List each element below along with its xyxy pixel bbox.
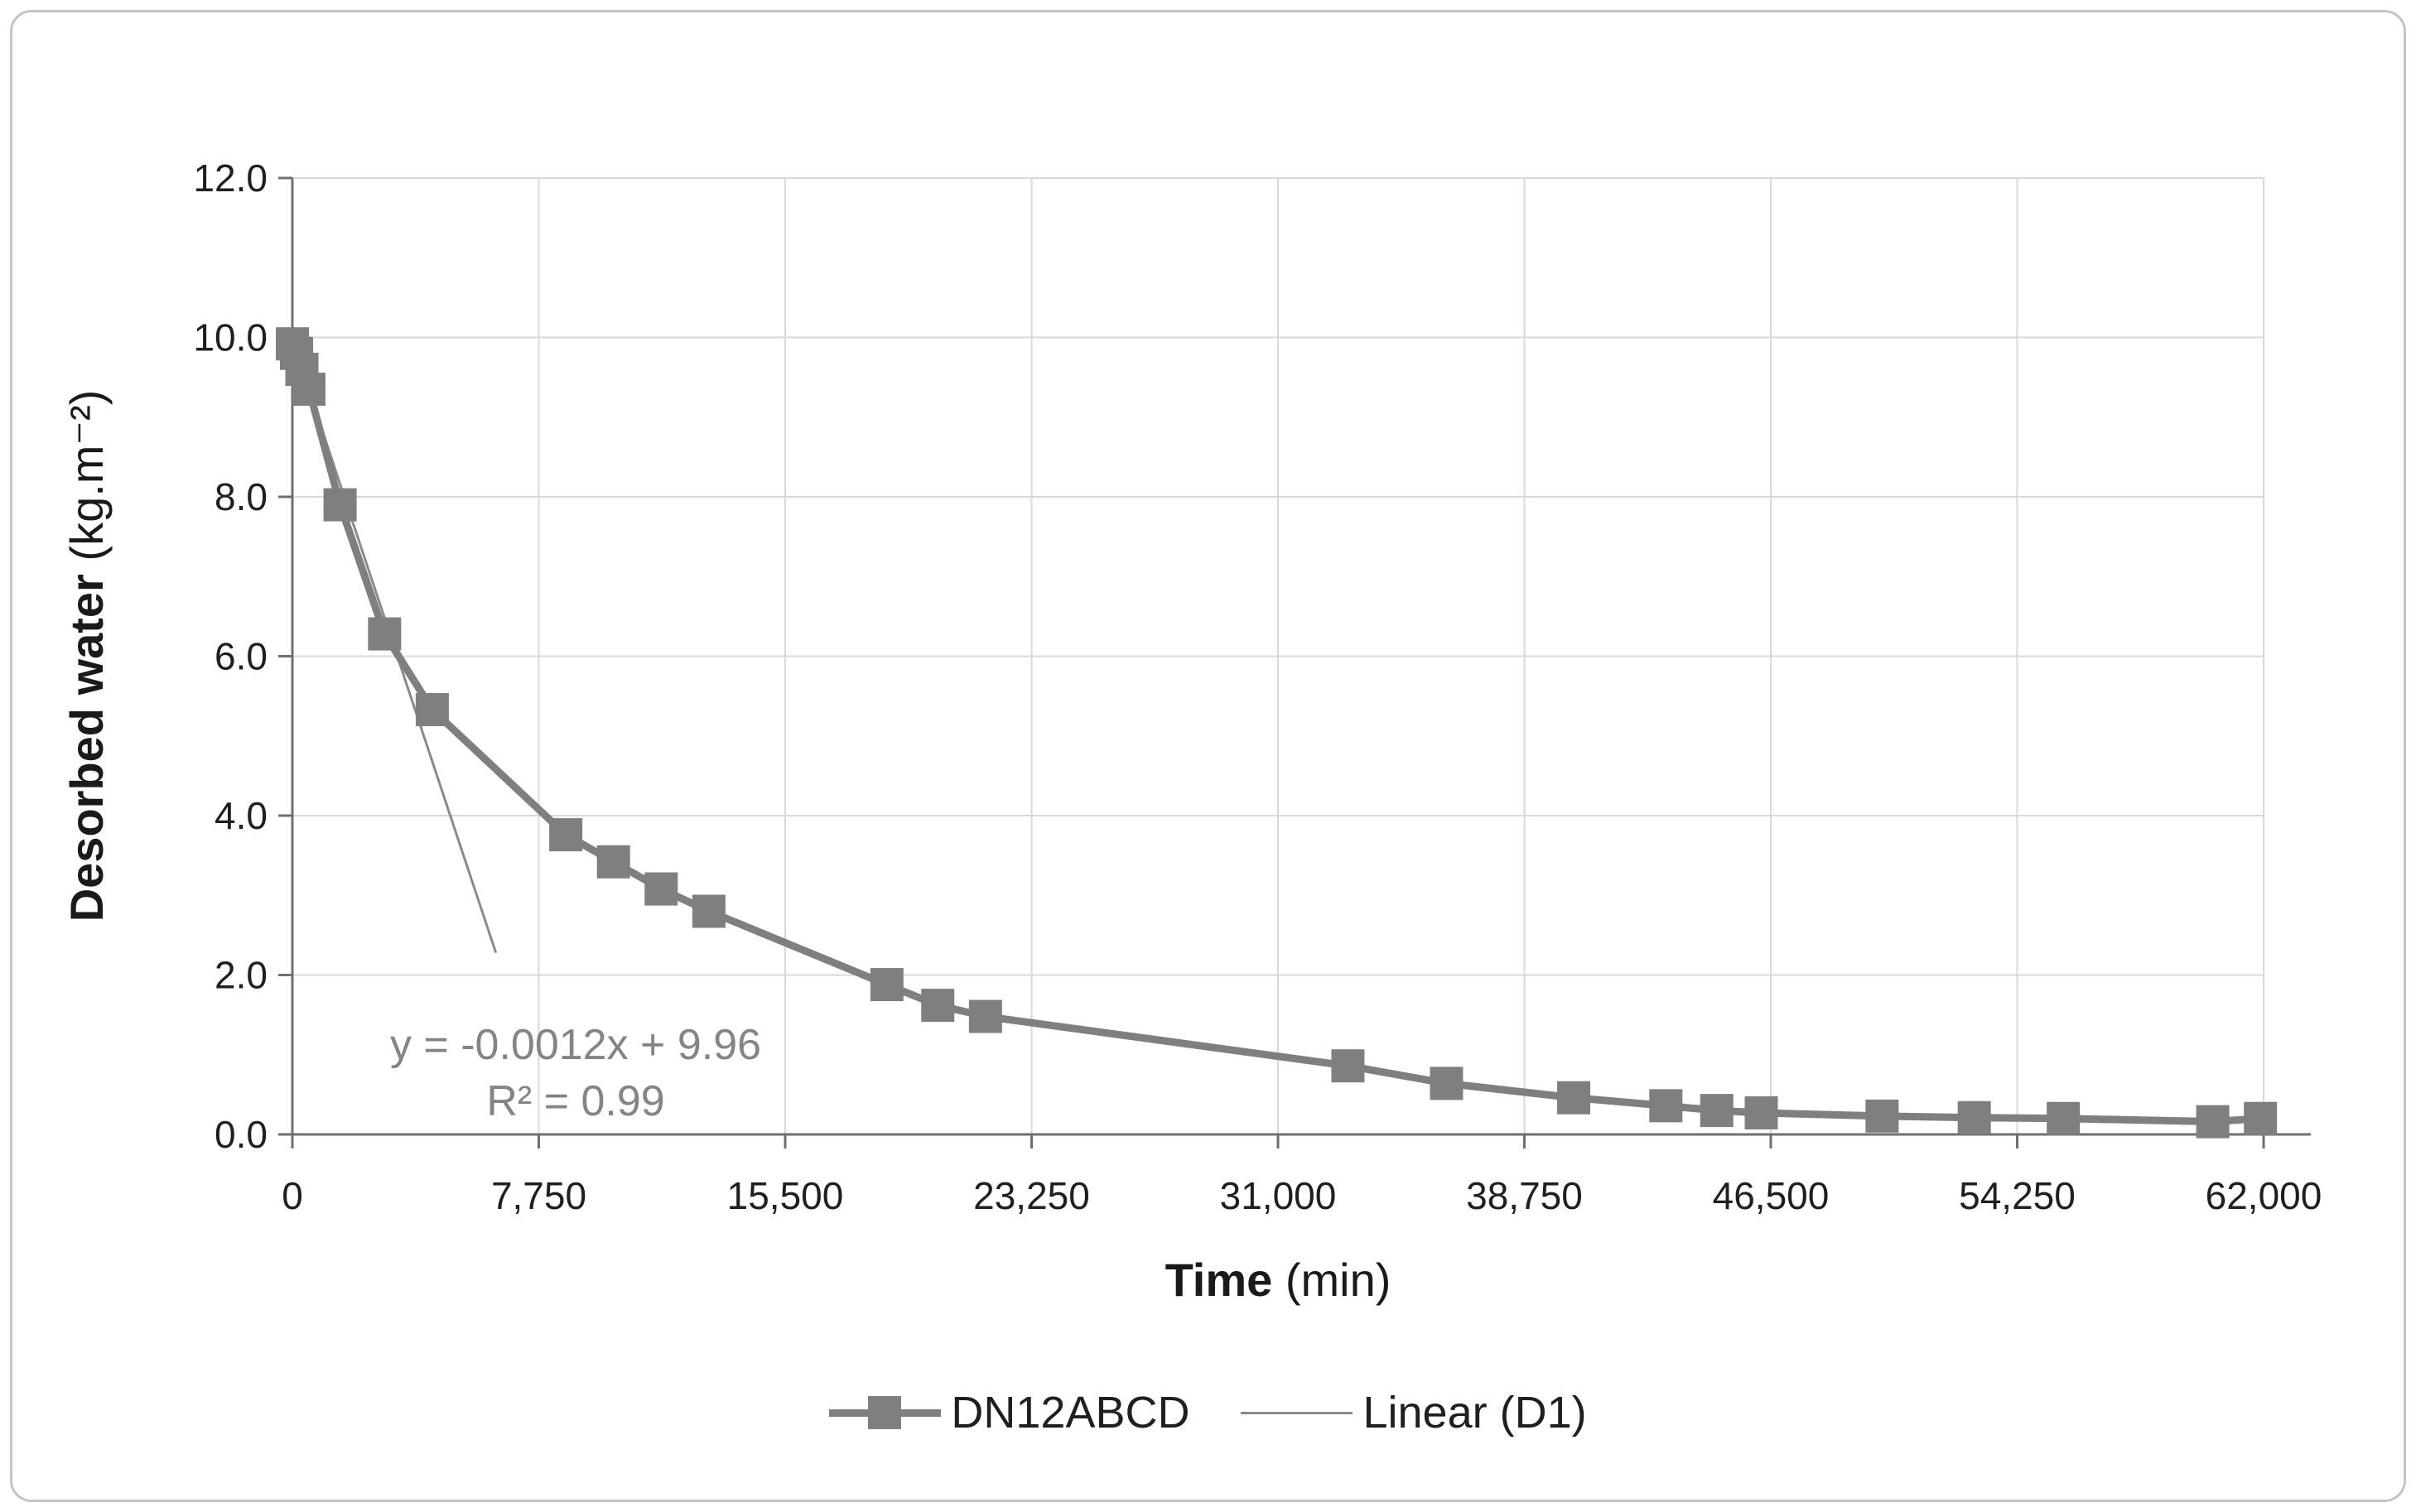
trendline-legend-line-icon — [1241, 1411, 1353, 1414]
y-tick-label: 8.0 — [215, 475, 268, 518]
trendline-equation: y = -0.0012x + 9.96 — [389, 1021, 762, 1069]
data-point-marker — [870, 968, 904, 1002]
data-point-marker — [692, 894, 726, 928]
x-axis-title: Time (min) — [292, 1253, 2264, 1307]
y-axis-title: Desorbed water (kg.m⁻²) — [60, 390, 114, 922]
data-point-marker — [2047, 1101, 2081, 1135]
x-tick-label: 62,000 — [2206, 1174, 2322, 1217]
x-tick-label: 54,250 — [1959, 1174, 2076, 1217]
data-point-marker — [415, 692, 449, 726]
data-point-marker — [2244, 1101, 2278, 1135]
data-point-marker — [2196, 1105, 2230, 1139]
legend-label-trendline: Linear (D1) — [1362, 1388, 1587, 1437]
x-tick-label: 38,750 — [1466, 1174, 1583, 1217]
data-point-marker — [1744, 1096, 1778, 1130]
data-point-marker — [323, 488, 357, 522]
series-legend-marker-icon — [829, 1395, 942, 1429]
gridlines — [292, 177, 2264, 1134]
legend-item-trendline: Linear (D1) — [1241, 1387, 1587, 1438]
series-line — [288, 342, 2261, 1126]
y-axis-title-text: Desorbed water — [60, 574, 113, 922]
y-tick-label: 2.0 — [215, 954, 268, 997]
data-point-marker — [1957, 1100, 1991, 1134]
legend-label-series: DN12ABCD — [951, 1388, 1190, 1437]
legend-item-series: DN12ABCD — [829, 1387, 1189, 1438]
axes — [278, 176, 2311, 1148]
data-point-marker — [368, 617, 402, 651]
data-point-marker — [644, 872, 678, 906]
data-point-marker — [968, 999, 1002, 1033]
y-tick-label: 12.0 — [193, 156, 268, 200]
data-point-marker — [921, 989, 955, 1023]
y-tick-label: 10.0 — [193, 316, 268, 359]
x-tick-label: 7,750 — [491, 1174, 586, 1217]
series-legend-square-icon — [868, 1395, 902, 1429]
data-point-marker — [549, 818, 583, 852]
y-axis-title-unit: (kg.m⁻²) — [60, 389, 113, 575]
x-tick-label: 23,250 — [973, 1174, 1090, 1217]
series-DN12ABCD — [276, 327, 2278, 1139]
y-tick-label: 0.0 — [215, 1113, 268, 1156]
data-point-marker — [1865, 1099, 1899, 1133]
data-point-marker — [1331, 1049, 1365, 1083]
x-axis-title-unit: (min) — [1272, 1254, 1391, 1306]
trendline-r-squared: R² = 0.99 — [486, 1077, 665, 1125]
data-point-marker — [292, 373, 326, 407]
data-point-marker — [1700, 1094, 1734, 1128]
data-point-marker — [1557, 1081, 1590, 1115]
data-point-marker — [596, 845, 630, 879]
tick-labels: 0.0 2.0 4.0 6.0 8.0 10.0 12.0 0 7,750 15,500 23,25… — [193, 156, 2322, 1217]
x-axis-title-text: Time — [1165, 1254, 1273, 1306]
trendline-annotation: y = -0.0012x + 9.96 R² = 0.99 — [302, 1017, 849, 1129]
data-point-marker — [1430, 1067, 1464, 1100]
x-tick-label: 31,000 — [1220, 1174, 1337, 1217]
legend: DN12ABCD Linear (D1) — [0, 1387, 2416, 1438]
y-tick-label: 4.0 — [215, 794, 268, 837]
x-tick-label: 15,500 — [727, 1174, 844, 1217]
y-tick-label: 6.0 — [215, 635, 268, 678]
figure-frame — [10, 10, 2406, 1502]
data-point-marker — [1649, 1089, 1683, 1123]
x-tick-label: 46,500 — [1713, 1174, 1830, 1217]
x-tick-label: 0 — [282, 1174, 303, 1217]
